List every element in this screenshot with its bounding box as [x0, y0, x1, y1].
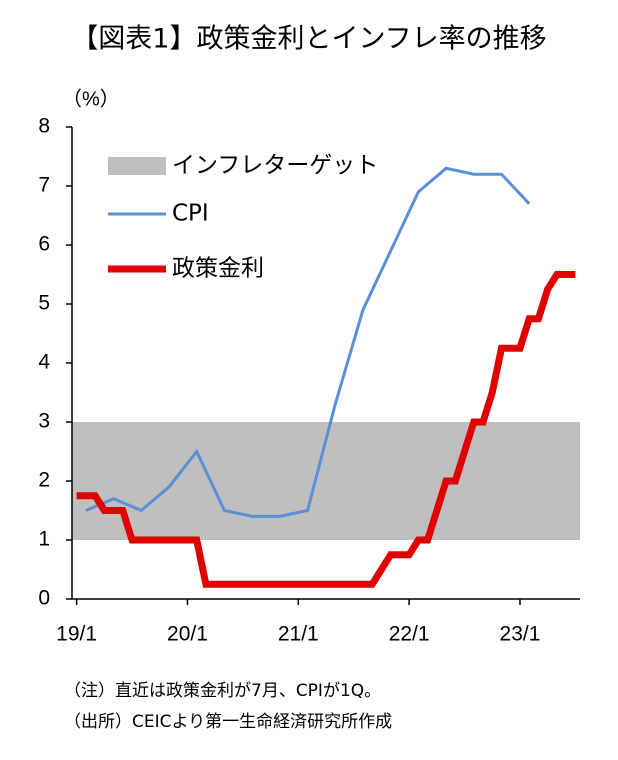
y-tick-label: 4 [38, 351, 50, 374]
y-tick-label: 7 [38, 174, 50, 197]
legend-label: インフレターゲット [172, 153, 378, 179]
y-axis-label: （%） [62, 87, 120, 110]
x-tick-label: 23/1 [500, 623, 541, 646]
y-tick-label: 3 [38, 410, 50, 433]
series-line [76, 271, 576, 588]
chart-title: 【図表1】政策金利とインフレ率の推移 [71, 24, 546, 55]
x-tick-label: 21/1 [278, 623, 319, 646]
x-tick-label: 20/1 [167, 623, 208, 646]
series-line [85, 166, 531, 518]
y-tick-label: 8 [38, 115, 50, 138]
x-tick-label: 19/1 [56, 623, 97, 646]
y-tick-label: 0 [38, 587, 50, 610]
y-tick-label: 1 [38, 528, 50, 551]
note: （注）直近は政策金利が7月、CPIが1Q。 [64, 681, 381, 701]
y-tick-label: 5 [38, 292, 50, 315]
note: （出所）CEICより第一生命経済研究所作成 [64, 712, 392, 732]
legend-label: 政策金利 [172, 256, 264, 282]
legend-label: CPI [172, 201, 209, 227]
y-tick-label: 2 [38, 469, 50, 492]
legend-swatch [108, 157, 166, 175]
x-tick-label: 22/1 [389, 623, 430, 646]
y-tick-label: 6 [38, 233, 50, 256]
